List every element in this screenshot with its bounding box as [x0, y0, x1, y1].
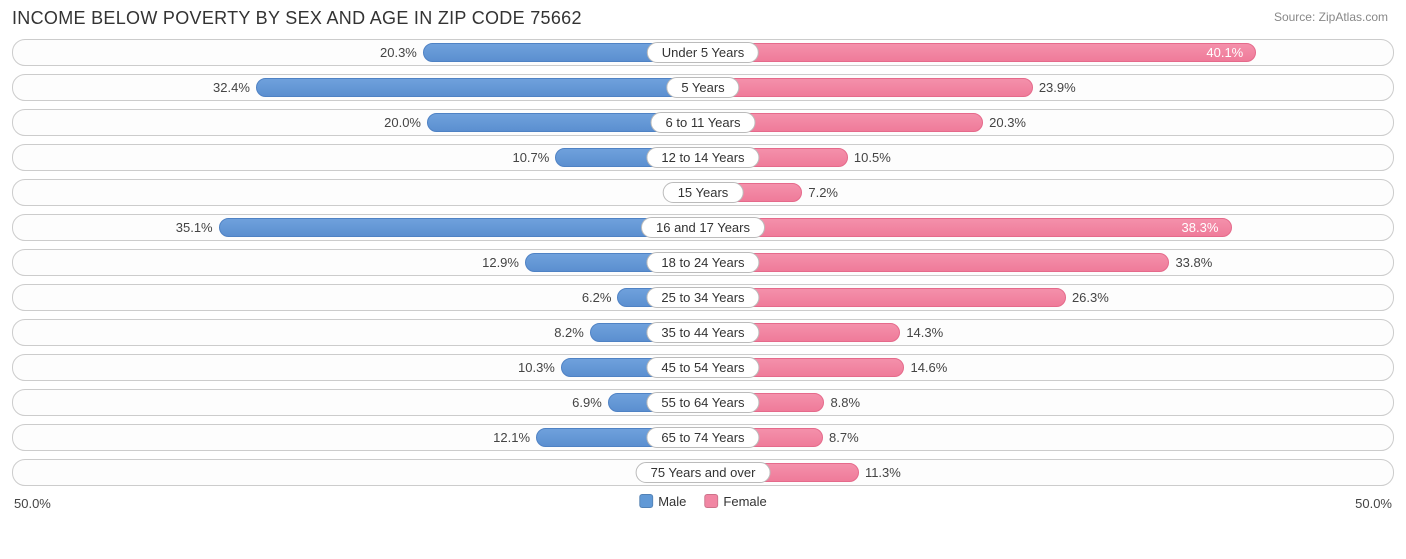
female-bar	[703, 253, 1169, 272]
legend: Male Female	[639, 494, 767, 509]
category-label: 35 to 44 Years	[646, 322, 759, 343]
category-label: 5 Years	[666, 77, 739, 98]
chart-row: 2.1%11.3%75 Years and over	[12, 459, 1394, 486]
category-label: 16 and 17 Years	[641, 217, 765, 238]
chart-row: 6.9% 8.8% 55 to 64 Years	[12, 389, 1394, 416]
chart-row: 20.0% 20.3% 6 to 11 Years	[12, 109, 1394, 136]
chart-row: 10.3% 14.6% 45 to 54 Years	[12, 354, 1394, 381]
category-label: 65 to 74 Years	[646, 427, 759, 448]
male-value: 12.9%	[482, 250, 519, 275]
chart-row: 6.2% 26.3% 25 to 34 Years	[12, 284, 1394, 311]
category-label: 25 to 34 Years	[646, 287, 759, 308]
male-value: 8.2%	[554, 320, 584, 345]
category-label: 12 to 14 Years	[646, 147, 759, 168]
chart-row: 35.1% 38.3% 16 and 17 Years	[12, 214, 1394, 241]
legend-male: Male	[639, 494, 686, 509]
female-bar	[703, 78, 1033, 97]
chart-row: 32.4% 23.9% 5 Years	[12, 74, 1394, 101]
legend-female-label: Female	[723, 494, 766, 509]
axis-max-right: 50.0%	[1355, 496, 1392, 511]
female-value: 10.5%	[854, 145, 891, 170]
male-value: 10.3%	[518, 355, 555, 380]
chart-row: 10.7% 10.5% 12 to 14 Years	[12, 144, 1394, 171]
female-value: 8.7%	[829, 425, 859, 450]
female-value: 8.8%	[830, 390, 860, 415]
female-value: 23.9%	[1039, 75, 1076, 100]
poverty-chart: 20.3% 40.1% Under 5 Years 32.4% 23.9% 5 Years…	[12, 39, 1394, 486]
male-value: 20.0%	[384, 110, 421, 135]
category-label: 6 to 11 Years	[651, 112, 756, 133]
category-label: 18 to 24 Years	[646, 252, 759, 273]
female-value: 11.3%	[865, 460, 901, 485]
female-value: 14.6%	[910, 355, 947, 380]
male-value: 10.7%	[512, 145, 549, 170]
male-swatch	[639, 494, 653, 508]
male-value: 35.1%	[176, 215, 213, 240]
female-bar	[703, 218, 1232, 237]
female-value: 38.3%	[1182, 215, 1219, 240]
chart-row: 12.1% 8.7% 65 to 74 Years	[12, 424, 1394, 451]
axis-max-left: 50.0%	[14, 496, 51, 511]
category-label: 75 Years and over	[636, 462, 771, 483]
chart-row: 8.2% 14.3% 35 to 44 Years	[12, 319, 1394, 346]
chart-footer: 50.0% 50.0% Male Female	[12, 494, 1394, 516]
chart-row: 0.0%7.2%15 Years	[12, 179, 1394, 206]
female-value: 7.2%	[808, 180, 838, 205]
chart-row: 20.3% 40.1% Under 5 Years	[12, 39, 1394, 66]
female-swatch	[704, 494, 718, 508]
category-label: 55 to 64 Years	[646, 392, 759, 413]
chart-title: INCOME BELOW POVERTY BY SEX AND AGE IN Z…	[12, 8, 1394, 29]
male-value: 6.9%	[572, 390, 602, 415]
category-label: 15 Years	[663, 182, 744, 203]
female-value: 26.3%	[1072, 285, 1109, 310]
male-value: 6.2%	[582, 285, 612, 310]
male-value: 32.4%	[213, 75, 250, 100]
legend-male-label: Male	[658, 494, 686, 509]
category-label: 45 to 54 Years	[646, 357, 759, 378]
male-bar	[256, 78, 703, 97]
legend-female: Female	[704, 494, 766, 509]
chart-row: 12.9% 33.8% 18 to 24 Years	[12, 249, 1394, 276]
male-bar	[219, 218, 703, 237]
female-value: 33.8%	[1175, 250, 1212, 275]
source-attribution: Source: ZipAtlas.com	[1274, 10, 1388, 24]
female-bar	[703, 43, 1256, 62]
male-value: 20.3%	[380, 40, 417, 65]
female-value: 20.3%	[989, 110, 1026, 135]
category-label: Under 5 Years	[647, 42, 759, 63]
female-value: 40.1%	[1206, 40, 1243, 65]
male-value: 12.1%	[493, 425, 530, 450]
female-value: 14.3%	[906, 320, 943, 345]
